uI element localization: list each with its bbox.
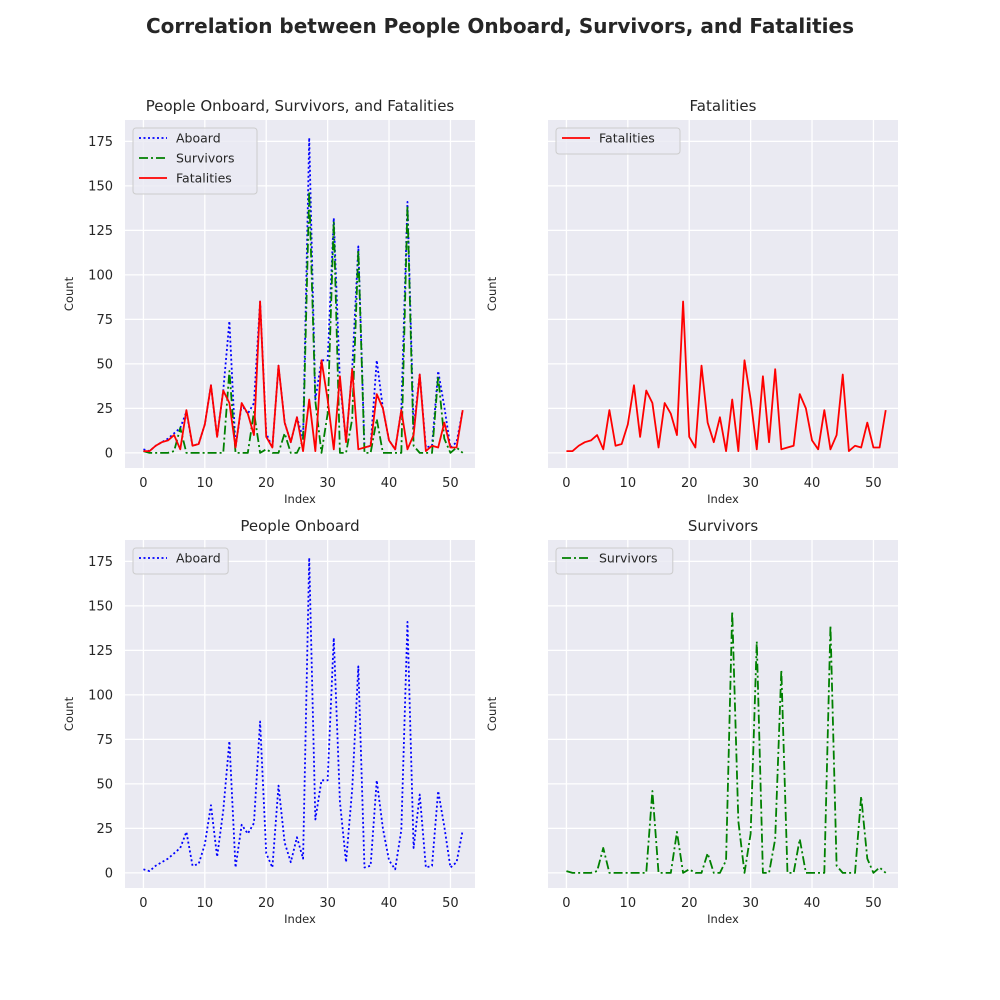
- x-tick-label: 10: [620, 476, 637, 491]
- x-tick-label: 50: [442, 896, 459, 911]
- x-tick-label: 40: [381, 896, 398, 911]
- y-axis-label: Count: [62, 696, 76, 731]
- x-axis-label: Index: [284, 912, 316, 926]
- x-axis-label: Index: [707, 912, 739, 926]
- x-tick-label: 20: [258, 476, 275, 491]
- x-tick-label: 0: [139, 476, 147, 491]
- y-tick-label: 50: [96, 777, 113, 792]
- y-axis-label: Count: [62, 276, 76, 311]
- x-tick-label: 30: [319, 896, 336, 911]
- x-tick-label: 0: [562, 476, 570, 491]
- x-tick-label: 40: [804, 896, 821, 911]
- series-line-aboard: [143, 556, 464, 872]
- x-tick-label: 10: [197, 476, 214, 491]
- x-tick-label: 50: [865, 476, 882, 491]
- legend: Fatalities: [555, 127, 681, 155]
- y-axis-label: Count: [485, 276, 499, 311]
- y-tick-label: 0: [105, 446, 113, 461]
- x-tick-label: 10: [620, 896, 637, 911]
- y-tick-label: 100: [88, 268, 113, 283]
- legend-entry: Fatalities: [599, 131, 655, 146]
- legend-entry: Aboard: [176, 551, 221, 566]
- series-line-survivors: [143, 190, 464, 454]
- legend-box: [555, 127, 681, 155]
- subplot-4: 0 10 20 30 40 50 Survivors Index Count Survivors: [485, 517, 898, 926]
- y-tick-label: 25: [96, 402, 113, 417]
- y-tick-label: 125: [88, 644, 113, 659]
- y-tick-label: 25: [96, 822, 113, 837]
- plot-area: [548, 540, 898, 888]
- x-tick-label: 30: [742, 896, 759, 911]
- subplot-title: Survivors: [688, 517, 758, 535]
- subplot-title: Fatalities: [690, 97, 757, 115]
- x-tick-label: 0: [139, 896, 147, 911]
- x-tick-label: 40: [804, 476, 821, 491]
- y-tick-label: 100: [88, 688, 113, 703]
- legend: Survivors: [555, 547, 674, 575]
- x-axis-label: Index: [284, 492, 316, 506]
- x-tick-label: 10: [197, 896, 214, 911]
- y-tick-label: 50: [96, 357, 113, 372]
- subplot-title: People Onboard, Survivors, and Fatalitie…: [146, 97, 455, 115]
- x-tick-label: 20: [258, 896, 275, 911]
- y-axis-label: Count: [485, 696, 499, 731]
- y-tick-label: 75: [96, 313, 113, 328]
- x-tick-label: 20: [681, 476, 698, 491]
- x-tick-label: 50: [442, 476, 459, 491]
- y-tick-label: 175: [88, 135, 113, 150]
- y-tick-label: 0: [105, 866, 113, 881]
- subplot-title: People Onboard: [240, 517, 359, 535]
- legend-entry: Fatalities: [176, 171, 232, 186]
- y-tick-label: 150: [88, 179, 113, 194]
- y-tick-label: 125: [88, 224, 113, 239]
- y-tick-label: 175: [88, 555, 113, 570]
- legend-entry: Survivors: [176, 151, 235, 166]
- subplot-2: 0 10 20 30 40 50 Fatalities Index Count Fatalitie…: [485, 97, 898, 506]
- plot-area: [125, 540, 475, 888]
- y-tick-label: 75: [96, 733, 113, 748]
- x-tick-label: 50: [865, 896, 882, 911]
- series-line-fatalities: [143, 300, 464, 452]
- x-tick-label: 20: [681, 896, 698, 911]
- subplot-1: 0 10 20 30 40 50 0 25 50 75 100 125 150 175 People Onb…: [62, 97, 475, 506]
- x-tick-label: 0: [562, 896, 570, 911]
- series-line-survivors: [566, 610, 887, 874]
- series-line-fatalities: [566, 300, 887, 452]
- legend: Aboard Survivors Fatalities: [132, 127, 258, 195]
- legend-entry: Aboard: [176, 131, 221, 146]
- legend-box: [555, 547, 674, 575]
- legend-box: [132, 547, 229, 575]
- y-tick-label: 150: [88, 599, 113, 614]
- subplot-3: 0 10 20 30 40 50 0 25 50 75 100 125 150 175 People Onb…: [62, 517, 475, 926]
- x-tick-label: 40: [381, 476, 398, 491]
- x-tick-label: 30: [319, 476, 336, 491]
- legend-entry: Survivors: [599, 551, 658, 566]
- figure-title: Correlation between People Onboard, Surv…: [145, 14, 855, 38]
- legend: Aboard: [132, 547, 229, 575]
- x-tick-label: 30: [742, 476, 759, 491]
- x-axis-label: Index: [707, 492, 739, 506]
